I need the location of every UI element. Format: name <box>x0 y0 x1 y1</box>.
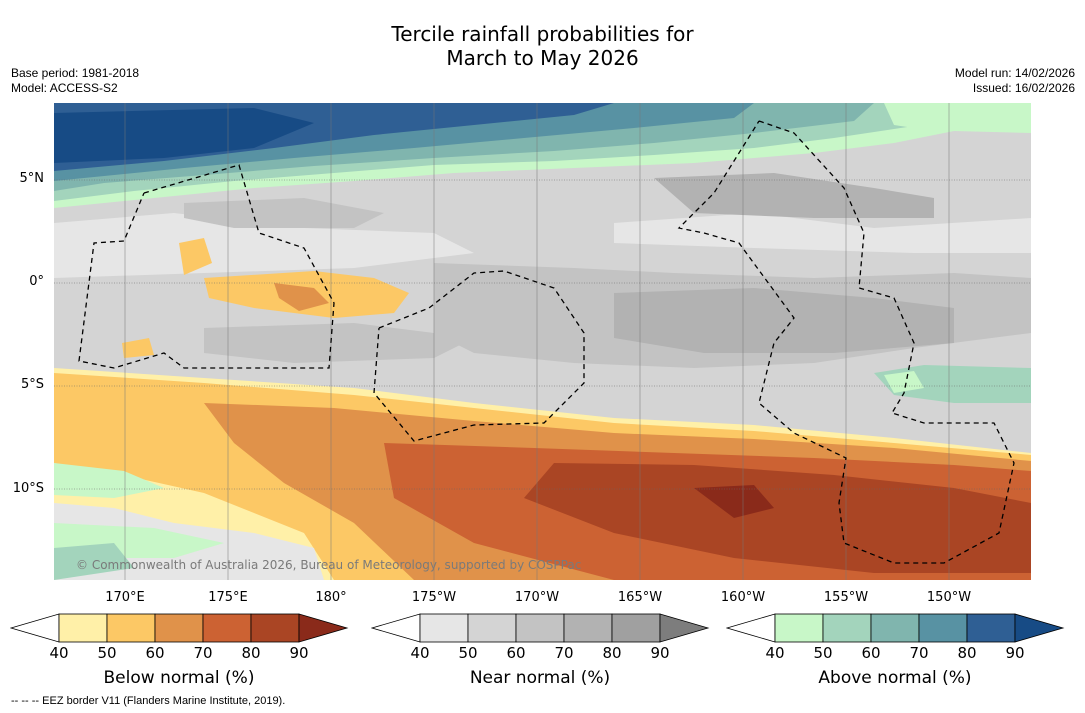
colorbar-below-upper-arrow <box>298 613 349 643</box>
colorbar-below-swatch-4 <box>202 613 252 643</box>
colorbar-above-normal <box>725 613 1066 647</box>
graticule <box>54 179 1031 490</box>
base-period: Base period: 1981-2018 <box>11 66 140 80</box>
colorbar-above-tick: 40 <box>765 644 785 662</box>
lat-label-5s: 5°S <box>20 377 44 392</box>
colorbar-above-upper-arrow <box>1014 613 1065 643</box>
map-svg: © Commonwealth of Australia 2026, Bureau… <box>54 103 1031 580</box>
colorbar-near-tick: 70 <box>554 644 574 662</box>
below-normal-north-core <box>274 283 329 311</box>
lat-label-equator: 0° <box>29 274 44 289</box>
colorbar-near-tick: 50 <box>458 644 478 662</box>
map-title: Tercile rainfall probabilities for March… <box>0 22 1085 70</box>
colorbar-below-swatch-1 <box>58 613 108 643</box>
title-line-1: Tercile rainfall probabilities for <box>391 22 694 46</box>
above-normal-90-core <box>54 108 314 163</box>
colorbar-near-normal <box>370 613 711 647</box>
eez-borders <box>78 120 1015 564</box>
colorbar-below-tick: 70 <box>193 644 213 662</box>
colorbar-above-swatch-5 <box>966 613 1016 643</box>
issued-date: Issued: 16/02/2026 <box>972 81 1075 95</box>
below-normal-small-patch <box>179 238 212 275</box>
colorbar-above-tick: 90 <box>1005 644 1025 662</box>
colorbar-above-tick: 80 <box>957 644 977 662</box>
colorbar-above-swatch-4 <box>918 613 968 643</box>
colorbar-near-swatch-2 <box>467 613 517 643</box>
colorbar-above-swatch-1 <box>774 613 824 643</box>
colorbar-near-title: Near normal (%) <box>469 668 611 688</box>
lon-label-165w: 165°W <box>617 590 663 605</box>
lon-label-170w: 170°W <box>514 590 560 605</box>
below-normal-90-core <box>694 485 774 518</box>
eez-border-kiribati-gilbert <box>78 164 335 369</box>
lon-label-170e: 170°E <box>105 590 145 605</box>
lon-label-180: 180° <box>315 590 347 605</box>
colorbar-below-tick: 60 <box>145 644 165 662</box>
colorbar-near-tick: 80 <box>602 644 622 662</box>
colorbar-near-tick: 90 <box>650 644 670 662</box>
colorbar-near-tick: 60 <box>506 644 526 662</box>
colorbar-near-tick: 40 <box>410 644 430 662</box>
lon-label-160w: 160°W <box>720 590 766 605</box>
eez-border-line-islands <box>677 120 1015 564</box>
above-normal-southwest-3 <box>54 543 134 580</box>
colorbar-near-upper-arrow <box>659 613 710 643</box>
colorbar-above-tick: 50 <box>813 644 833 662</box>
colorbar-near-swatch-4 <box>563 613 613 643</box>
near-normal-70-region <box>614 288 954 353</box>
colorbar-above-swatch-3 <box>870 613 920 643</box>
colorbar-below-lower-arrow <box>9 613 60 643</box>
near-normal-60-region-3 <box>184 198 384 228</box>
model-run: Model run: 14/02/2026 <box>954 66 1075 80</box>
eez-border-tokelau <box>373 270 585 442</box>
near-normal-70-region-2 <box>654 173 934 218</box>
colorbar-below-title: Below normal (%) <box>103 668 255 688</box>
lat-label-5n: 5°N <box>19 171 45 186</box>
meridians <box>124 103 950 580</box>
copyright-text: © Commonwealth of Australia 2026, Bureau… <box>76 558 581 572</box>
model-name: Model: ACCESS-S2 <box>11 81 118 95</box>
colorbar-below-swatch-2 <box>106 613 156 643</box>
rainfall-map: © Commonwealth of Australia 2026, Bureau… <box>54 103 1031 580</box>
colorbar-above-swatch-2 <box>822 613 872 643</box>
above-normal-40-top-right <box>884 103 1031 131</box>
colorbar-above-svg <box>725 613 1065 643</box>
title-line-2: March to May 2026 <box>446 46 639 70</box>
colorbar-below-normal <box>9 613 350 647</box>
colorbar-near-swatch-1 <box>419 613 469 643</box>
meta-right: Model run: 14/02/2026 Issued: 16/02/2026 <box>955 66 1075 96</box>
colorbar-near-lower-arrow <box>370 613 421 643</box>
colorbar-near-swatch-3 <box>515 613 565 643</box>
lon-label-150w: 150°W <box>926 590 972 605</box>
colorbar-below-tick: 50 <box>97 644 117 662</box>
below-normal-80-band <box>524 463 1031 573</box>
colorbar-below-tick: 80 <box>241 644 261 662</box>
colorbar-below-svg <box>9 613 349 643</box>
near-normal-40-region-2 <box>614 213 1031 253</box>
lon-label-175w: 175°W <box>411 590 457 605</box>
eez-legend-footer: -- -- -- EEZ border V11 (Flanders Marine… <box>11 695 286 707</box>
colorbar-below-tick: 90 <box>289 644 309 662</box>
near-normal-60-region-4 <box>204 323 474 363</box>
colorbar-below-tick: 40 <box>49 644 69 662</box>
lon-label-175e: 175°E <box>208 590 248 605</box>
lat-label-10s: 10°S <box>12 481 44 496</box>
colorbar-near-svg <box>370 613 710 643</box>
colorbar-below-swatch-3 <box>154 613 204 643</box>
colorbar-above-lower-arrow <box>725 613 776 643</box>
colorbar-above-tick: 70 <box>909 644 929 662</box>
colorbar-above-tick: 60 <box>861 644 881 662</box>
above-normal-east-patch-light <box>884 371 924 393</box>
near-normal-40-region <box>54 213 474 278</box>
meta-left: Base period: 1981-2018 Model: ACCESS-S2 <box>11 66 139 96</box>
colorbar-near-swatch-5 <box>611 613 661 643</box>
below-normal-small-patch-2 <box>122 338 154 358</box>
lon-label-155w: 155°W <box>823 590 869 605</box>
colorbar-below-swatch-5 <box>250 613 300 643</box>
colorbar-above-title: Above normal (%) <box>818 668 972 688</box>
